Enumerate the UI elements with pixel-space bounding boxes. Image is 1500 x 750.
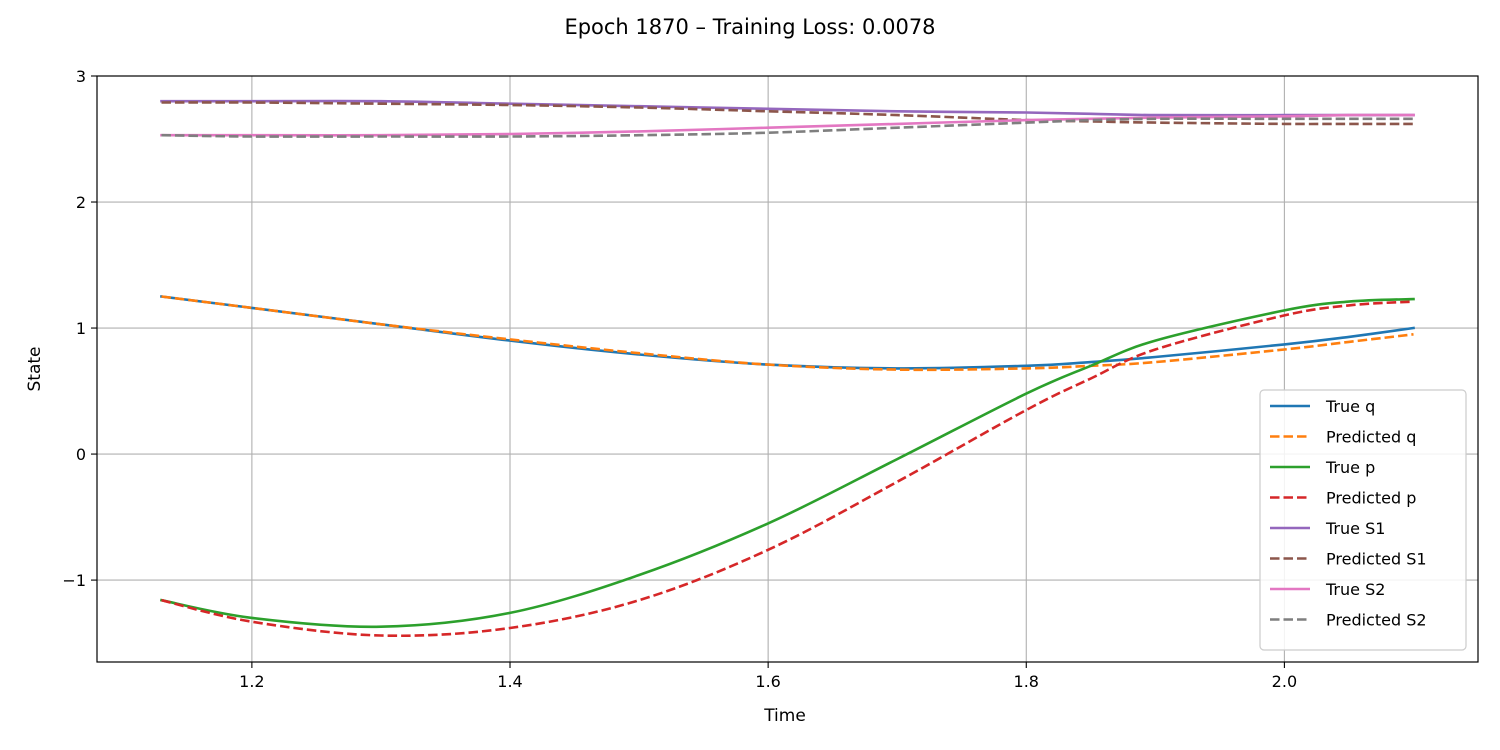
legend-label-true-p: True p [1325, 458, 1375, 477]
series-line-true-p [159, 297, 1415, 629]
series-line-predicted-q [161, 295, 1414, 372]
series-line-predicted-p [161, 300, 1414, 638]
chart-title: Epoch 1870 – Training Loss: 0.0078 [564, 15, 935, 39]
y-tick-label: −1 [62, 571, 86, 590]
y-axis-label: State [25, 347, 45, 392]
legend-label-predicted-p: Predicted p [1326, 489, 1416, 508]
legend-label-true-s2: True S2 [1325, 580, 1385, 599]
series-line-true-q [160, 295, 1415, 370]
series-line-true-s1 [160, 99, 1415, 117]
legend-label-true-s1: True S1 [1325, 519, 1385, 538]
x-tick-label: 1.4 [497, 672, 522, 691]
y-tick-label: 3 [76, 67, 86, 86]
y-tick-label: 0 [76, 445, 86, 464]
y-tick-label: 1 [76, 319, 86, 338]
legend: True q Predicted q True p Predicted p True S… [1259, 389, 1467, 651]
x-tick-label: 1.6 [755, 672, 780, 691]
x-tick-label: 1.2 [239, 672, 264, 691]
x-tick-label: 2.0 [1272, 672, 1297, 691]
legend-label-predicted-s2: Predicted S2 [1326, 611, 1427, 630]
legend-label-predicted-s1: Predicted S1 [1326, 550, 1427, 569]
plot-series [159, 99, 1415, 638]
axis-ticks: 1.2 1.4 1.6 1.8 2.0 −1 0 1 2 3 [62, 67, 1297, 691]
series-line-predicted-s1 [161, 101, 1414, 126]
plot-frame [96, 75, 1479, 663]
legend-box [1259, 389, 1467, 651]
x-tick-label: 1.8 [1014, 672, 1039, 691]
series-line-predicted-s2 [161, 117, 1414, 138]
y-tick-label: 2 [76, 193, 86, 212]
legend-label-true-q: True q [1325, 397, 1375, 416]
legend-label-predicted-q: Predicted q [1326, 428, 1416, 447]
x-axis-label: Time [763, 706, 806, 726]
